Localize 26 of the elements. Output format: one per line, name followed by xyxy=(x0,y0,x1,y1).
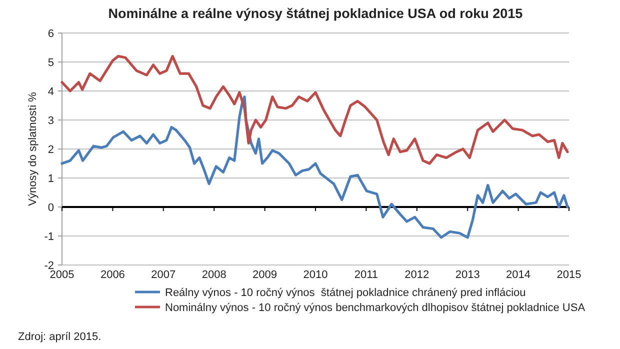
x-tick-label: 2012 xyxy=(404,269,430,281)
x-tick-label: 2010 xyxy=(303,269,328,281)
x-tick-label: 2009 xyxy=(252,269,278,281)
chart-title: Nominálne a reálne výnosy štátnej pokladnice USA od roku 2015 xyxy=(108,6,524,21)
y-tick-label: 5 xyxy=(48,57,54,69)
y-tick-label: 4 xyxy=(48,86,54,98)
y-axis-title: Výnosy do splatnosti % xyxy=(27,92,39,206)
x-tick-label: 2008 xyxy=(202,269,226,281)
x-tick-label: 2014 xyxy=(506,269,531,281)
line-series xyxy=(60,96,569,239)
x-tick-label: 2013 xyxy=(455,269,480,281)
text: Zdroj: apríl 2015. xyxy=(18,331,102,343)
y-tick-label: 0 xyxy=(48,202,54,214)
x-tick-label: 2005 xyxy=(50,269,74,281)
y-tick-label: 1 xyxy=(48,173,54,185)
x-tick-label: 2007 xyxy=(151,269,176,281)
y-tick-label: 6 xyxy=(48,28,54,40)
y-tick-label: 2 xyxy=(48,144,54,156)
y-tick-label: -1 xyxy=(44,231,54,243)
x-tick-label: 2015 xyxy=(556,269,582,281)
x-tick-label: 2006 xyxy=(100,269,125,281)
legend-label: Reálny výnos - 10 ročný výnos štátnej pokladnice chránený pred infláciou xyxy=(165,287,526,299)
y-tick-label: 3 xyxy=(48,115,54,127)
x-tick-label: 2011 xyxy=(354,269,378,281)
line-series xyxy=(60,54,569,165)
legend-label: Nominálny výnos - 10 ročný výnos benchmarkových dlhopisov štátnej pokladnice USA xyxy=(165,302,586,314)
